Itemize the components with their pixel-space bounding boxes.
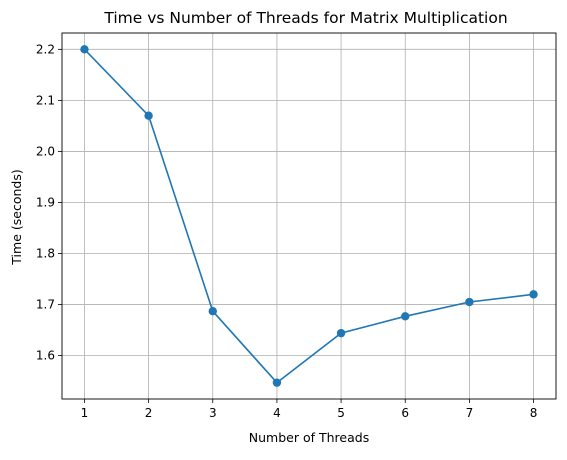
y-tick-label: 1.8 xyxy=(36,247,55,261)
plot-frame xyxy=(61,32,557,400)
data-point xyxy=(272,378,282,387)
y-tick-label: 2.0 xyxy=(36,144,55,158)
data-point xyxy=(465,297,474,307)
y-axis-label: Time (seconds) xyxy=(9,169,24,265)
x-tick-label: 7 xyxy=(466,406,474,420)
series-group xyxy=(80,45,538,387)
y-tick-label: 1.9 xyxy=(36,195,55,209)
data-point xyxy=(144,111,153,120)
series-line xyxy=(83,48,534,384)
x-tick-label: 2 xyxy=(145,406,153,420)
data-point xyxy=(208,307,217,316)
y-tick-label: 1.7 xyxy=(36,298,55,312)
x-axis-label: Number of Threads xyxy=(249,430,369,445)
data-point xyxy=(80,45,89,54)
data-point xyxy=(401,312,410,321)
y-axis-ticks: 1.6 1.7 1.8 1.9 2.0 2.1 2.2 xyxy=(36,42,62,363)
x-axis-ticks: 1 2 3 4 5 6 7 8 xyxy=(81,399,538,420)
grid xyxy=(62,33,556,399)
x-tick-label: 8 xyxy=(530,406,538,420)
x-tick-label: 5 xyxy=(337,406,345,420)
data-point xyxy=(529,290,538,299)
x-tick-label: 3 xyxy=(209,406,217,420)
y-tick-label: 1.6 xyxy=(36,349,55,363)
y-tick-label: 2.2 xyxy=(36,42,55,56)
x-tick-label: 6 xyxy=(401,406,409,420)
y-tick-label: 2.1 xyxy=(36,93,55,107)
x-tick-label: 4 xyxy=(273,406,281,420)
data-point xyxy=(336,328,346,338)
x-tick-label: 1 xyxy=(81,406,89,420)
chart-title: Time vs Number of Threads for Matrix Mul… xyxy=(103,9,507,27)
